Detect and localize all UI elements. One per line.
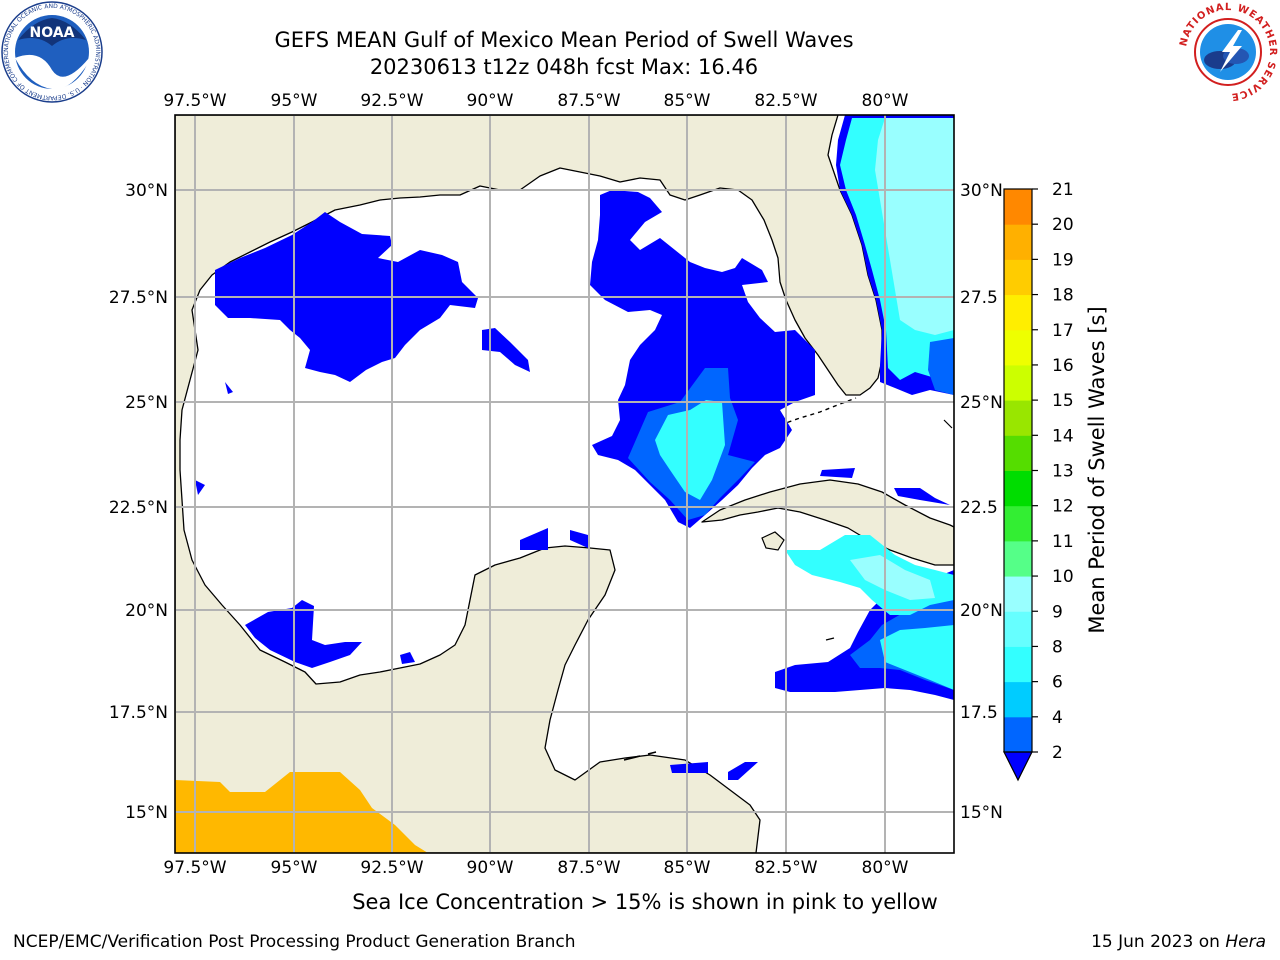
land-isla-de-la-juventud: [761, 531, 785, 551]
lon-label-bottom-87.5: 87.5°W: [557, 858, 620, 878]
date-stamp: 15 Jun 2023 on Hera: [1091, 932, 1266, 952]
colorbar-segment: [1004, 611, 1032, 647]
colorbar-segment: [1004, 435, 1032, 471]
colorbar-segment: [1004, 505, 1032, 542]
colorbar-tick-label: 17: [1052, 321, 1074, 341]
swell-zone-campeche: [245, 600, 362, 668]
colorbar-tick-label: 2: [1052, 743, 1063, 763]
colorbar-tick-label: 13: [1052, 462, 1074, 482]
colorbar-segment: [1004, 681, 1032, 718]
noaa-logo: NATIONAL OCEANIC AND ATMOSPHERIC ADMINIS…: [0, 0, 103, 103]
colorbar-tick-label: 20: [1052, 215, 1074, 235]
sea-ice-caption: Sea Ice Concentration > 15% is shown in …: [352, 890, 938, 914]
lon-label-top-90: 90°W: [467, 91, 514, 111]
colorbar-segment: [1004, 364, 1032, 401]
colorbar-segment: [1004, 470, 1032, 507]
lat-label-right-17.5: 17.5: [960, 703, 998, 723]
colorbar-tick-label: 4: [1052, 708, 1063, 728]
land-florida-keys: [779, 397, 857, 426]
colorbar-segment: [1004, 646, 1032, 683]
swell-zone-atlantic-8-9: [875, 118, 954, 335]
colorbar-tick-label: 14: [1052, 426, 1074, 446]
lat-label-left-30: 30°N: [125, 181, 168, 201]
colorbar-tick-label: 12: [1052, 497, 1074, 517]
map-plot-area: [175, 115, 954, 853]
colorbar-tick-label: 19: [1052, 250, 1074, 270]
lon-label-top-80: 80°W: [862, 91, 909, 111]
lon-label-top-85: 85°W: [664, 91, 711, 111]
machine-name: Hera: [1225, 932, 1266, 952]
lon-label-top-97.5: 97.5°W: [163, 91, 226, 111]
colorbar-tick-label: 15: [1052, 391, 1074, 411]
chart-subtitle: 20230613 t12z 048h fcst Max: 16.46: [369, 55, 759, 79]
colorbar-segment: [1004, 400, 1032, 436]
lat-label-left-27.5: 27.5°N: [109, 288, 168, 308]
nws-logo: NATIONAL WEATHER SERVICE: [1178, 2, 1277, 102]
lat-label-right-20: 20°N: [960, 601, 1003, 621]
swell-zone-yucatan-pts: [520, 528, 588, 550]
lon-label-bottom-85: 85°W: [664, 858, 711, 878]
colorbar-segment: [1004, 294, 1032, 331]
lon-label-top-87.5: 87.5°W: [557, 91, 620, 111]
colorbar-segment: [1004, 189, 1032, 225]
colorbar-tick-label: 9: [1052, 602, 1063, 622]
lat-label-left-22.5: 22.5°N: [109, 498, 168, 518]
lon-label-bottom-92.5: 92.5°W: [360, 858, 423, 878]
lat-label-left-25: 25°N: [125, 393, 168, 413]
colorbar-segment: [1004, 259, 1032, 296]
colorbar-tick-label: 10: [1052, 567, 1074, 587]
lat-label-right-25: 25°N: [960, 393, 1003, 413]
colorbar-tick-label: 21: [1052, 180, 1074, 200]
lat-label-right-15: 15°N: [960, 803, 1003, 823]
swell-zone-north-of-cuba: [820, 468, 950, 505]
chart-title: GEFS MEAN Gulf of Mexico Mean Period of …: [274, 28, 854, 52]
colorbar-tick-label: 18: [1052, 286, 1074, 306]
lon-label-bottom-90: 90°W: [467, 858, 514, 878]
colorbar-tick-label: 16: [1052, 356, 1074, 376]
lat-label-right-27.5: 27.5: [960, 288, 998, 308]
map-frame: [174, 114, 955, 854]
colorbar-segment: [1004, 716, 1032, 753]
swell-zone-atlantic-4-6: [928, 338, 954, 395]
lon-label-bottom-95: 95°W: [271, 858, 318, 878]
colorbar-segment: [1004, 224, 1032, 260]
gridlines: [175, 115, 954, 853]
colorbar-tick-label: 8: [1052, 637, 1063, 657]
lat-label-right-30: 30°N: [960, 181, 1003, 201]
lon-label-bottom-97.5: 97.5°W: [163, 858, 226, 878]
colorbar-tick-label: 6: [1052, 673, 1063, 693]
colorbar-segment: [1004, 329, 1032, 366]
lon-label-top-82.5: 82.5°W: [754, 91, 817, 111]
lat-label-left-17.5: 17.5°N: [109, 703, 168, 723]
land-bay-islands: [623, 751, 657, 761]
colorbar: 2 4 6 8 9 10 11 12 13 14 15 16 17 18 19 20 21: [1003, 180, 1074, 782]
swell-zone-caribbean-6-8-south: [880, 625, 954, 690]
colorbar-segment: [1004, 540, 1032, 577]
noaa-logo-text: NOAA: [30, 25, 75, 41]
lon-label-top-95: 95°W: [271, 91, 318, 111]
colorbar-tick-label: 11: [1052, 532, 1074, 552]
lat-label-left-20: 20°N: [125, 601, 168, 621]
lat-label-right-22.5: 22.5: [960, 498, 998, 518]
date-text: 15 Jun 2023 on: [1091, 932, 1220, 952]
colorbar-segment: [1004, 576, 1032, 612]
swell-zone-eastern-gulf-6-8: [655, 400, 725, 500]
swell-zone-central-north: [482, 328, 530, 372]
colorbar-title: Mean Period of Swell Waves [s]: [1085, 306, 1109, 634]
colorbar-extend-arrow: [1003, 751, 1033, 782]
swell-zone-caribbean-8-9: [850, 555, 935, 600]
lon-label-bottom-82.5: 82.5°W: [754, 858, 817, 878]
lon-label-bottom-80: 80°W: [862, 858, 909, 878]
swell-zone-honduras: [670, 762, 758, 780]
credit-line: NCEP/EMC/Verification Post Processing Pr…: [13, 932, 576, 952]
lon-label-top-92.5: 92.5°W: [360, 91, 423, 111]
lat-label-left-15: 15°N: [125, 803, 168, 823]
